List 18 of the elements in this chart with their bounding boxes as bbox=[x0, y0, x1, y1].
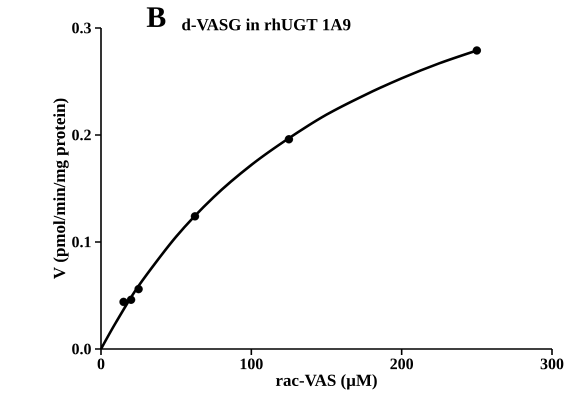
point bbox=[190, 212, 200, 221]
x-tick-label: 100 bbox=[240, 358, 263, 370]
x-tick-label: 200 bbox=[390, 358, 414, 370]
chart-title: B bbox=[146, 7, 166, 27]
point bbox=[472, 46, 482, 55]
x-axis-title: rac-VAS (µM) bbox=[276, 374, 377, 390]
y-tick-label: 0.2 bbox=[72, 130, 91, 140]
x-tick-label: 0 bbox=[98, 358, 104, 370]
point bbox=[126, 296, 136, 304]
point bbox=[134, 284, 143, 294]
y-tick-label: 0.3 bbox=[72, 22, 91, 34]
y-axis-title: V (pmol/min/mg protein) bbox=[53, 98, 69, 279]
y-tick-label: 0.0 bbox=[72, 344, 91, 354]
point bbox=[119, 298, 128, 306]
point bbox=[284, 135, 294, 144]
y-tick-label: 0.1 bbox=[72, 236, 91, 248]
x-tick-label: 300 bbox=[540, 358, 564, 370]
chart-subtitle: d-VASG in rhUGT 1A9 bbox=[182, 18, 350, 30]
